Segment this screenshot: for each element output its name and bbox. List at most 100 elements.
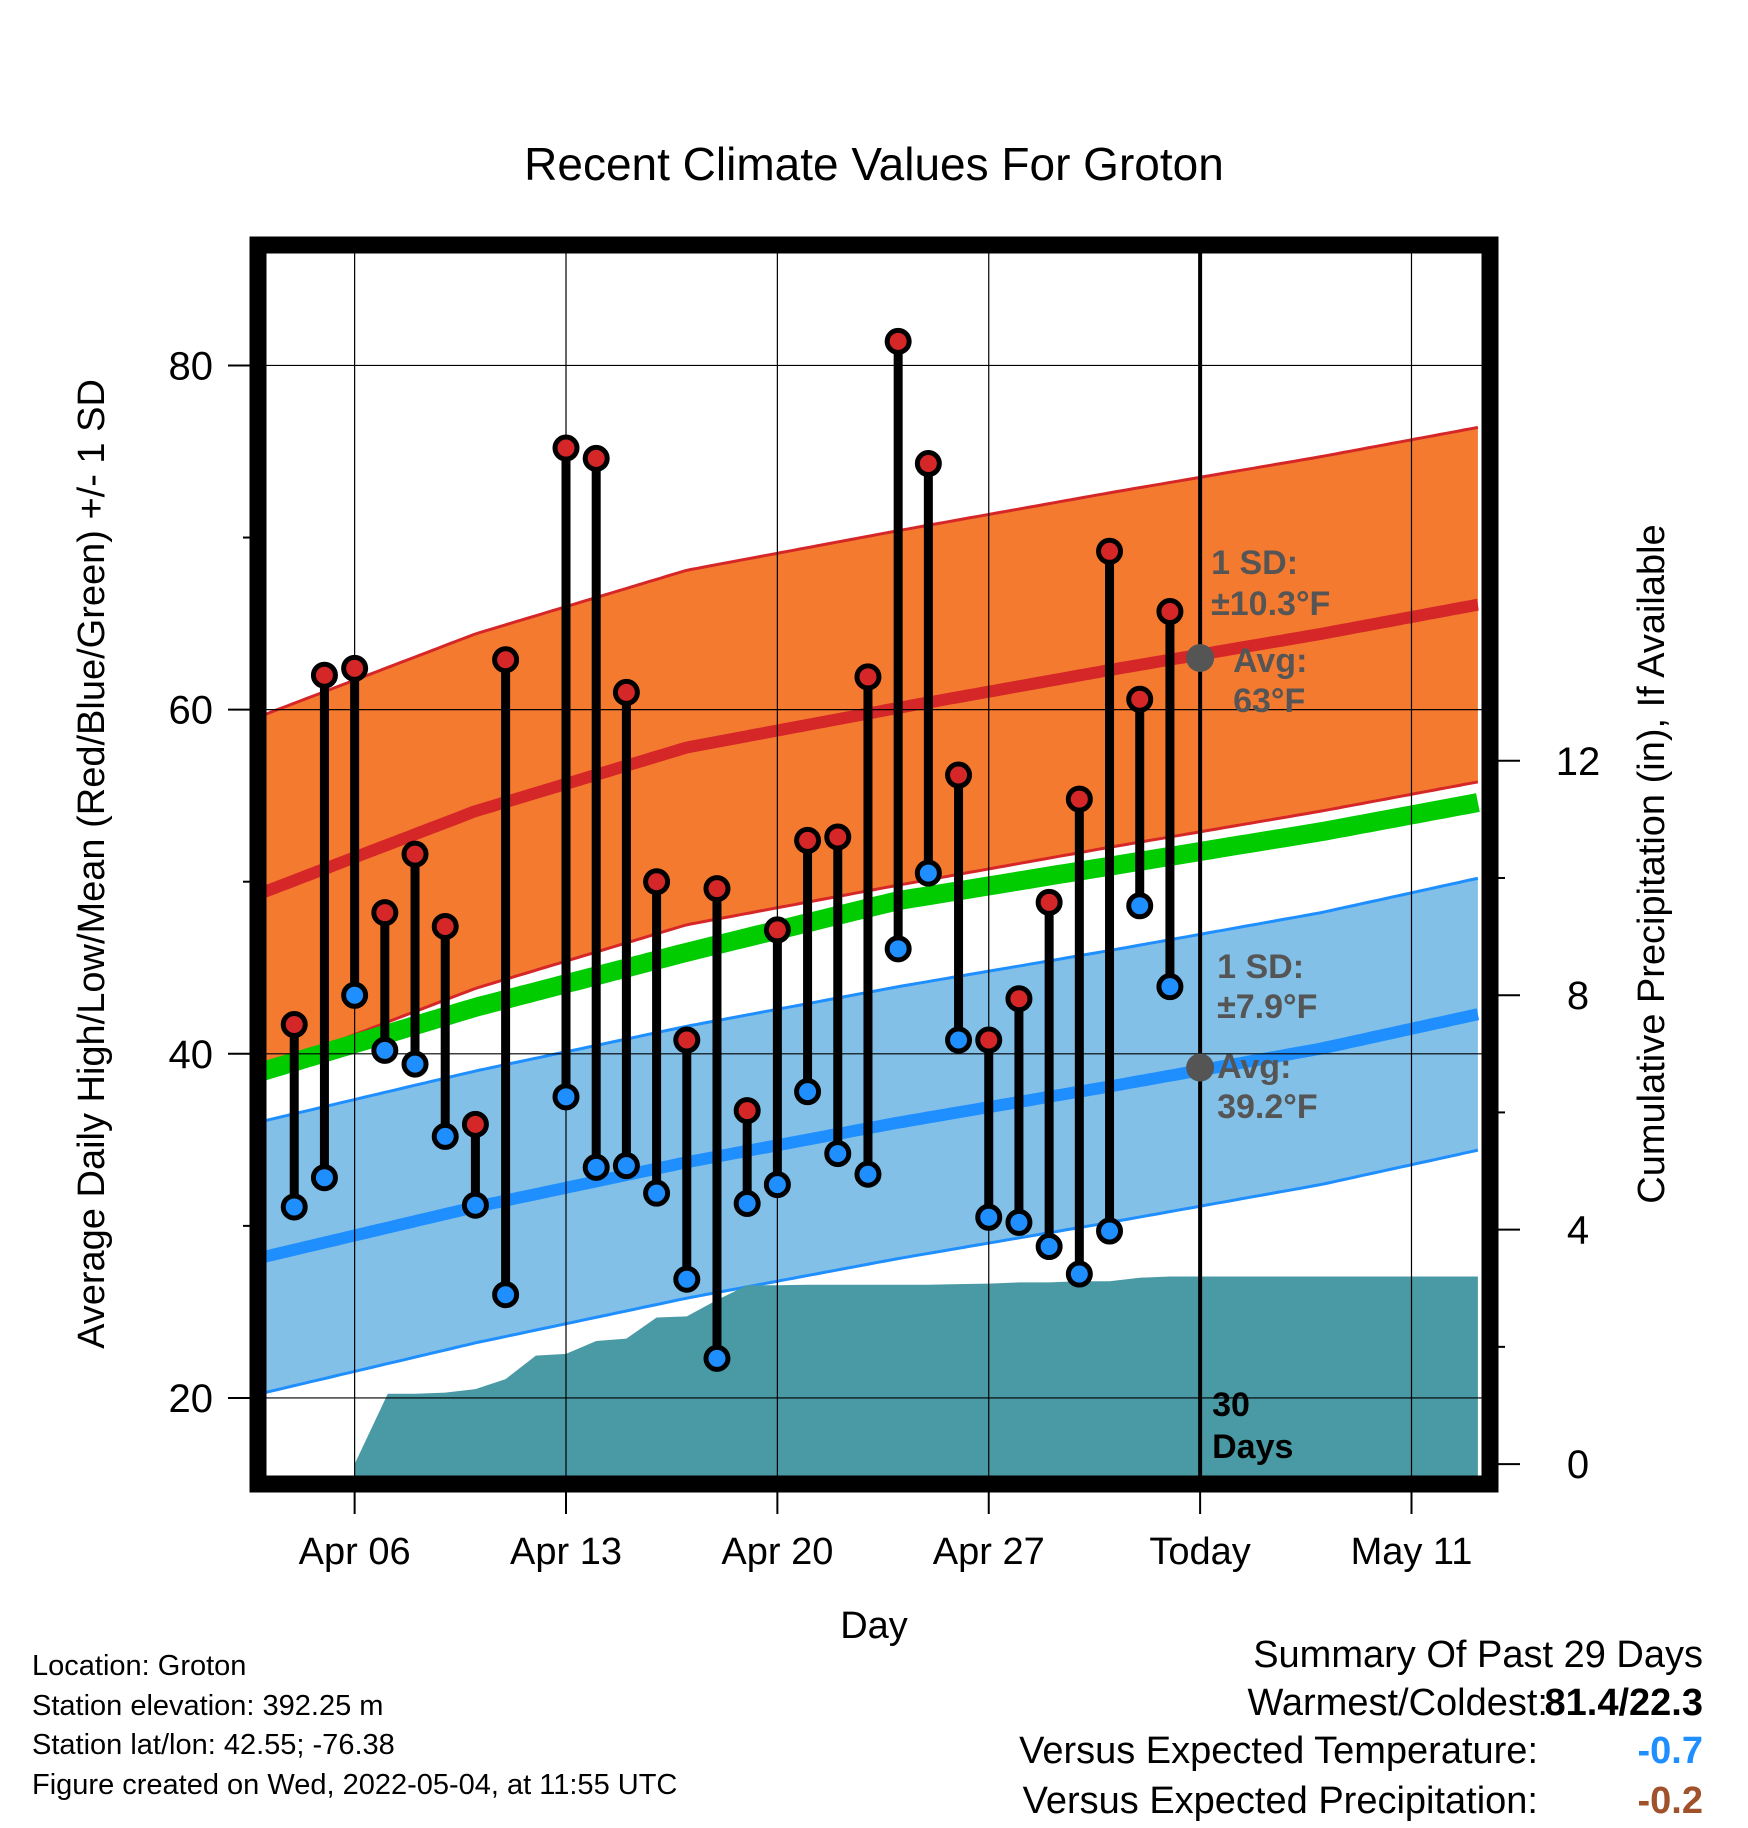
normal-low-band-lower-edge [262, 1148, 1479, 1395]
daily-low-point [733, 1190, 761, 1218]
daily-low-point [824, 1140, 852, 1168]
daily-high-point [310, 661, 338, 689]
temp-versus-label: Versus Expected Temperature: [1019, 1730, 1538, 1772]
daily-low-point [914, 859, 942, 887]
daily-low-point [280, 1193, 308, 1221]
daily-low-point [854, 1160, 882, 1188]
high-avg-value: 63°F [1233, 682, 1305, 720]
low-sd-label: 1 SD: [1217, 948, 1304, 986]
x-tick-label: Apr 13 [510, 1531, 622, 1573]
daily-low-point [461, 1191, 489, 1219]
daily-high-point [945, 761, 973, 789]
normal-mean-line [259, 793, 1480, 1081]
high-sd-label: 1 SD: [1211, 544, 1298, 582]
daily-high-point [1126, 685, 1154, 713]
daily-high-point [552, 434, 580, 462]
days-window-label-number: 30 [1212, 1386, 1250, 1424]
normal-low-band-upper-edge [262, 876, 1479, 1123]
daily-low-point [492, 1281, 520, 1309]
daily-high-point [1096, 537, 1124, 565]
x-tick-label: Apr 06 [299, 1531, 411, 1573]
y-tick-label: 20 [169, 1377, 214, 1421]
daily-high-point [733, 1097, 761, 1125]
y-axis-label: Average Daily High/Low/Mean (Red/Blue/Gr… [71, 379, 113, 1349]
warmest-coldest-value: 81.4/22.3 [1544, 1682, 1703, 1724]
y2-tick-label: 12 [1556, 740, 1601, 784]
low-sd-value: ±7.9°F [1217, 988, 1317, 1026]
y-tick-label: 40 [169, 1033, 214, 1077]
daily-high-point [1156, 598, 1184, 626]
warmest-coldest-label: Warmest/Coldest: [1247, 1682, 1548, 1724]
daily-low-point [1035, 1233, 1063, 1261]
y2-tick-label: 0 [1567, 1443, 1589, 1487]
daily-high-point [1065, 785, 1093, 813]
daily-low-point [401, 1050, 429, 1078]
daily-high-point [914, 450, 942, 478]
daily-low-point [794, 1078, 822, 1106]
high-sd-value: ±10.3°F [1211, 585, 1330, 623]
cumulative-precip-area [354, 1276, 1478, 1484]
daily-low-point [884, 935, 912, 963]
daily-high-point [824, 823, 852, 851]
daily-high-point [763, 916, 791, 944]
daily-high-point [854, 663, 882, 691]
daily-low-point [673, 1265, 701, 1293]
daily-low-point [431, 1122, 459, 1150]
summary-title: Summary Of Past 29 Days [1253, 1634, 1703, 1676]
daily-high-point [884, 327, 912, 355]
created-info: Figure created on Wed, 2022-05-04, at 11… [32, 1769, 678, 1801]
low-avg-label: Avg: [1217, 1048, 1291, 1086]
daily-high-point [401, 840, 429, 868]
daily-low-point [310, 1164, 338, 1192]
daily-low-point [341, 981, 369, 1009]
latlon-info: Station lat/lon: 42.55; -76.38 [32, 1729, 395, 1761]
precip-versus-value: -0.2 [1637, 1780, 1703, 1822]
y2-tick-label: 4 [1567, 1209, 1589, 1253]
daily-high-point [492, 646, 520, 674]
daily-low-point [1065, 1260, 1093, 1288]
daily-high-point [703, 875, 731, 903]
daily-high-point [431, 912, 459, 940]
normal-high-line [260, 598, 1479, 899]
daily-high-point [461, 1110, 489, 1138]
daily-high-point [643, 868, 671, 896]
y2-tick-label: 8 [1567, 974, 1589, 1018]
daily-low-point [1156, 973, 1184, 1001]
daily-high-point [280, 1011, 308, 1039]
daily-low-point [1126, 892, 1154, 920]
daily-high-point [794, 826, 822, 854]
daily-high-point [582, 444, 610, 472]
daily-low-point [643, 1179, 671, 1207]
daily-low-point [582, 1153, 610, 1181]
x-tick-label: Today [1149, 1531, 1250, 1573]
daily-high-point [975, 1026, 1003, 1054]
daily-low-point [1005, 1208, 1033, 1236]
plot-area [258, 245, 1490, 1484]
location-info: Location: Groton [32, 1650, 247, 1682]
y-tick-label: 80 [169, 344, 214, 388]
x-axis-label: Day [840, 1605, 908, 1647]
normal-high-band-upper-edge [261, 425, 1479, 717]
daily-low-point [763, 1171, 791, 1199]
normal-high-band-lower-edge [261, 780, 1479, 1072]
daily-high-point [673, 1026, 701, 1054]
temp-versus-value: -0.7 [1637, 1730, 1703, 1772]
y-tick-label: 60 [169, 689, 214, 733]
low-avg-value: 39.2°F [1217, 1088, 1318, 1126]
plot-frame [249, 236, 1499, 1493]
y2-axis-label: Cumulative Precipitation (in), If Availa… [1631, 524, 1673, 1203]
x-tick-label: May 11 [1351, 1531, 1473, 1573]
daily-high-point [341, 654, 369, 682]
daily-low-point [612, 1152, 640, 1180]
daily-low-point [371, 1036, 399, 1064]
daily-high-point [1035, 888, 1063, 916]
x-tick-label: Apr 27 [933, 1531, 1045, 1573]
today-high-avg-marker [1186, 644, 1215, 672]
elevation-info: Station elevation: 392.25 m [32, 1690, 384, 1722]
today-low-avg-marker [1186, 1053, 1215, 1082]
precip-versus-label: Versus Expected Precipitation: [1022, 1780, 1538, 1822]
chart-title: Recent Climate Values For Groton [524, 138, 1224, 190]
daily-low-point [1096, 1217, 1124, 1245]
daily-low-point [552, 1083, 580, 1111]
